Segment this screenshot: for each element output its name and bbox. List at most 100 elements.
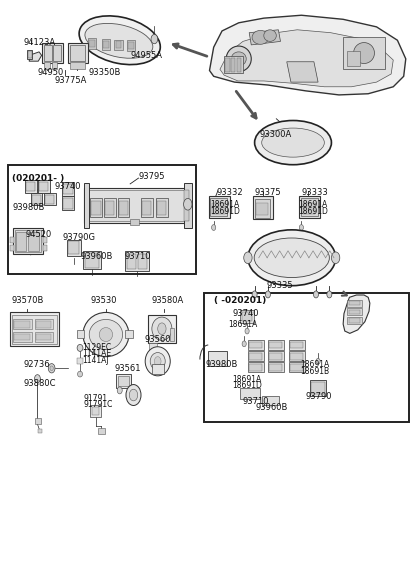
Ellipse shape	[226, 46, 251, 72]
Bar	[77, 358, 83, 364]
Bar	[114, 40, 123, 50]
Bar	[84, 183, 89, 227]
Polygon shape	[27, 50, 32, 59]
Ellipse shape	[327, 291, 332, 298]
Bar	[225, 58, 230, 72]
Bar	[119, 201, 128, 215]
Bar	[13, 332, 31, 342]
Bar	[98, 428, 105, 434]
Text: 93332: 93332	[216, 188, 243, 197]
Ellipse shape	[34, 375, 40, 383]
Text: 94520: 94520	[26, 230, 52, 239]
Text: 93740: 93740	[55, 182, 81, 191]
Text: 93710: 93710	[242, 397, 269, 406]
Bar	[209, 196, 230, 218]
Bar	[44, 45, 52, 61]
Bar	[26, 182, 35, 191]
Bar	[52, 62, 57, 69]
Bar	[141, 198, 153, 217]
Bar	[269, 364, 282, 371]
Ellipse shape	[117, 387, 122, 394]
Bar	[224, 56, 243, 73]
Bar	[36, 321, 51, 328]
Bar	[35, 332, 53, 342]
Text: 93570B: 93570B	[11, 296, 44, 305]
Text: 93775A: 93775A	[55, 76, 87, 85]
Bar	[53, 45, 61, 61]
Bar	[249, 342, 262, 349]
Ellipse shape	[252, 30, 269, 44]
Bar	[35, 319, 53, 329]
Bar	[44, 192, 56, 205]
Bar	[343, 37, 385, 69]
Polygon shape	[220, 30, 393, 87]
Text: 94123A: 94123A	[23, 38, 56, 47]
Bar	[249, 353, 262, 360]
Bar	[31, 192, 42, 205]
Bar	[231, 58, 235, 72]
Bar	[208, 352, 227, 366]
Ellipse shape	[154, 357, 161, 366]
Bar	[118, 377, 129, 387]
Bar	[290, 364, 303, 371]
Ellipse shape	[252, 291, 257, 298]
Text: 93740: 93740	[233, 308, 259, 318]
Text: 18691A: 18691A	[298, 201, 327, 209]
Ellipse shape	[299, 224, 303, 230]
Polygon shape	[29, 52, 41, 61]
Text: 93790G: 93790G	[62, 233, 96, 242]
Ellipse shape	[79, 16, 160, 65]
Bar	[269, 353, 282, 360]
Bar	[43, 245, 47, 251]
Bar	[253, 196, 272, 219]
Bar	[147, 315, 176, 343]
Polygon shape	[249, 30, 280, 45]
Bar	[237, 58, 241, 72]
Ellipse shape	[77, 345, 83, 352]
Bar	[256, 202, 268, 215]
Bar	[89, 40, 95, 47]
Ellipse shape	[150, 353, 165, 370]
Bar	[85, 253, 99, 268]
Bar	[116, 41, 122, 48]
Text: 91791: 91791	[83, 394, 108, 403]
Bar	[62, 196, 74, 210]
Bar	[91, 406, 101, 417]
Bar	[311, 382, 325, 394]
Text: 93580A: 93580A	[151, 296, 183, 305]
Bar	[118, 198, 129, 217]
Bar	[12, 315, 57, 344]
Bar	[116, 374, 131, 388]
Bar	[45, 195, 54, 204]
Ellipse shape	[244, 252, 252, 264]
Ellipse shape	[184, 198, 192, 210]
Text: 18691A: 18691A	[300, 360, 330, 369]
Text: 18691B: 18691B	[300, 367, 330, 375]
Bar	[241, 310, 254, 323]
Bar	[90, 198, 102, 217]
Bar	[77, 330, 84, 338]
Bar	[248, 363, 264, 372]
Ellipse shape	[316, 359, 320, 364]
Bar	[127, 40, 135, 51]
Bar	[128, 42, 134, 49]
Bar	[269, 342, 282, 349]
Ellipse shape	[248, 230, 336, 286]
Text: ( -020201): ( -020201)	[214, 296, 266, 305]
Ellipse shape	[78, 371, 83, 377]
Text: 18691D: 18691D	[298, 208, 328, 216]
Bar	[212, 203, 225, 213]
Bar	[241, 388, 261, 399]
Text: 1129EC: 1129EC	[82, 343, 111, 352]
Bar	[149, 343, 157, 352]
Bar	[105, 201, 114, 215]
Bar	[86, 190, 186, 220]
Bar	[210, 198, 227, 216]
Polygon shape	[210, 15, 406, 95]
Bar	[268, 352, 284, 361]
Bar	[15, 321, 29, 328]
Bar	[347, 317, 362, 324]
Bar	[347, 300, 362, 307]
Text: 92736: 92736	[23, 360, 50, 369]
Text: (020201- ): (020201- )	[13, 174, 65, 183]
